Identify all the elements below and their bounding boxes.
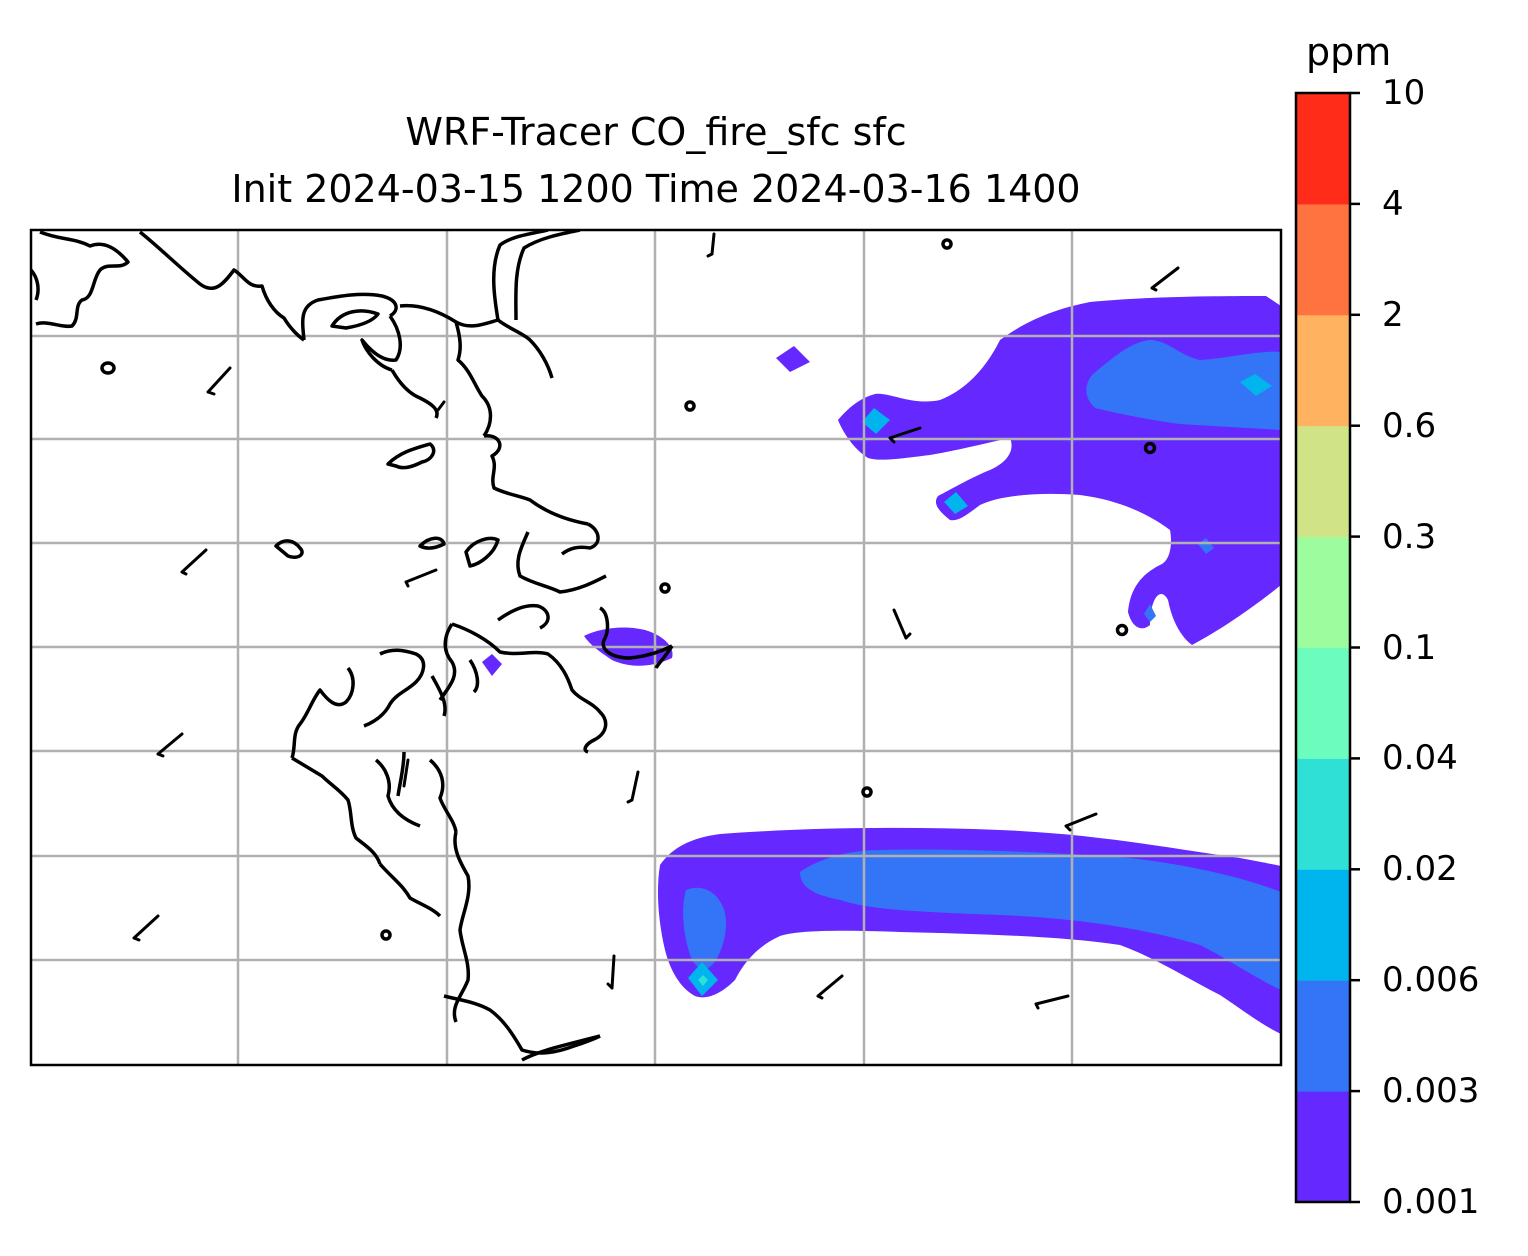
- colorbar-tick-label: 4: [1382, 183, 1404, 224]
- colorbar-segment: [1296, 425, 1350, 538]
- colorbar-segment: [1296, 314, 1350, 427]
- colorbar-unit-label: ppm: [1306, 30, 1392, 74]
- colorbar-segment: [1296, 647, 1350, 759]
- chart-title-line2: Init 2024-03-15 1200 Time 2024-03-16 140…: [231, 167, 1081, 211]
- map-frame: [29, 228, 1283, 1067]
- coastlines: [31, 230, 674, 1062]
- colorbar-segment: [1296, 93, 1350, 205]
- plume-lower-band2: [683, 849, 1281, 990]
- colorbar-segment: [1296, 869, 1350, 981]
- colorbar-tick-label: 0.001: [1382, 1182, 1480, 1222]
- colorbar-tick-label: 0.1: [1382, 627, 1437, 668]
- small-islands: [100, 238, 1157, 941]
- colorbar-tick-label: 0.003: [1382, 1071, 1480, 1112]
- chart-title-line1: WRF-Tracer CO_fire_sfc sfc: [405, 110, 907, 154]
- wind-barbs: [132, 232, 1180, 1010]
- plume-upper-band2: [1086, 340, 1281, 430]
- colorbar-tick-label: 2: [1382, 294, 1404, 335]
- plume-upper-band1: [838, 296, 1281, 645]
- plume-small-a: [776, 346, 810, 372]
- plume-lower-band4: [698, 975, 708, 986]
- plume-upper-band3b: [1144, 538, 1214, 622]
- colorbar-tick-label: 10: [1382, 73, 1426, 113]
- colorbar-tick-label: 0.006: [1382, 960, 1480, 1001]
- colorbar-segment: [1296, 980, 1350, 1092]
- colorbar-segment: [1296, 536, 1350, 648]
- colorbar-tick-label: 0.04: [1382, 738, 1458, 779]
- colorbar-segment: [1296, 203, 1350, 316]
- colorbar-segment: [1296, 1091, 1350, 1203]
- colorbar-tick-label: 0.6: [1382, 405, 1437, 446]
- colorbar-tick-label: 0.02: [1382, 849, 1458, 890]
- plume-small-c: [482, 654, 502, 676]
- colorbar-segment: [1296, 758, 1350, 870]
- colorbar: [1294, 91, 1360, 1204]
- colorbar-tick-label: 0.3: [1382, 516, 1437, 557]
